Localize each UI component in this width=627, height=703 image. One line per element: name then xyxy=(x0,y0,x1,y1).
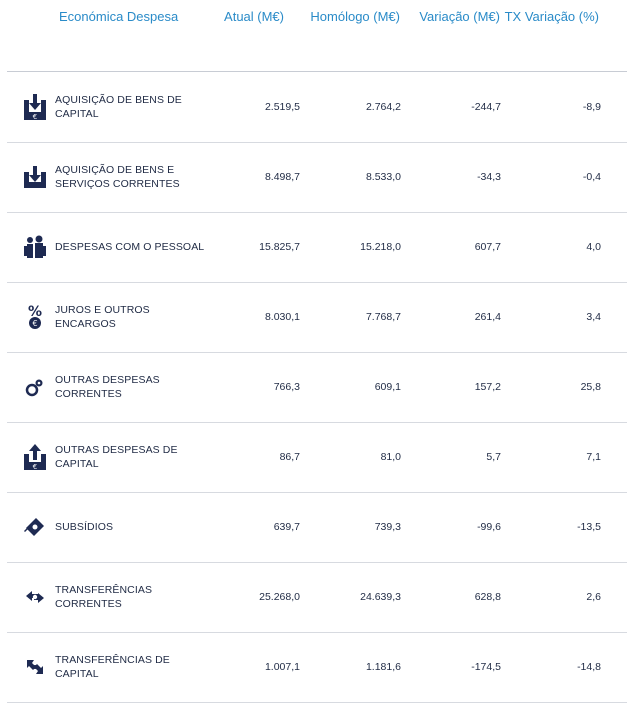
row-label: TRANSFERÊNCIAS DE CAPITAL xyxy=(55,654,170,680)
table-row[interactable]: SUBSÍDIOS 639,7 739,3 -99,6 -13,5 xyxy=(7,492,627,563)
svg-text:€: € xyxy=(32,319,37,328)
table-row[interactable]: AQUISIÇÃO DE BENS E SERVIÇOS CORRENTES 8.… xyxy=(7,142,627,213)
cell-variacao: 628,8 xyxy=(474,591,501,603)
cell-variacao: 607,7 xyxy=(474,241,501,253)
cell-tx-variacao: -0,4 xyxy=(582,171,601,183)
svg-text:€: € xyxy=(33,463,37,470)
table-row[interactable]: TRANSFERÊNCIAS DE CAPITAL 1.007,1 1.181,6 -… xyxy=(7,632,627,703)
cell-variacao: 157,2 xyxy=(474,381,501,393)
header-homologo[interactable]: Homólogo (M€) xyxy=(310,9,400,24)
goods-services-acquisition-icon xyxy=(24,164,46,190)
coins-icon xyxy=(24,374,46,400)
cell-tx-variacao: -8,9 xyxy=(582,101,601,113)
cell-homologo: 2.764,2 xyxy=(365,101,401,113)
cell-tx-variacao: -13,5 xyxy=(577,521,601,533)
cell-homologo: 739,3 xyxy=(374,521,401,533)
cell-atual: 766,3 xyxy=(273,381,300,393)
svg-text:%: % xyxy=(28,304,42,320)
cell-tx-variacao: 3,4 xyxy=(586,311,601,323)
row-label: JUROS E OUTROS ENCARGOS xyxy=(55,304,150,330)
row-label: AQUISIÇÃO DE BENS E SERVIÇOS CORRENTES xyxy=(55,164,180,190)
cell-variacao: -99,6 xyxy=(477,521,501,533)
cell-atual: 2.519,5 xyxy=(264,101,300,113)
cell-atual: 86,7 xyxy=(279,451,300,463)
percent-euro-icon: % € xyxy=(24,304,46,330)
cell-tx-variacao: 25,8 xyxy=(580,381,601,393)
header-economica-despesa[interactable]: Económica Despesa xyxy=(59,9,179,24)
table-row[interactable]: TRANSFERÊNCIAS CORRENTES 25.268,0 24.639,3… xyxy=(7,562,627,633)
cell-tx-variacao: 7,1 xyxy=(586,451,601,463)
row-label: OUTRAS DESPESAS CORRENTES xyxy=(55,374,160,400)
capital-acquisition-icon: € xyxy=(24,94,46,120)
banknotes-icon xyxy=(24,514,46,540)
header-atual[interactable]: Atual (M€) xyxy=(224,9,284,24)
cell-atual: 1.007,1 xyxy=(264,661,300,673)
row-label: TRANSFERÊNCIAS CORRENTES xyxy=(55,584,153,610)
row-label: DESPESAS COM O PESSOAL xyxy=(55,241,205,253)
cell-atual: 8.498,7 xyxy=(264,171,300,183)
cell-variacao: -34,3 xyxy=(477,171,501,183)
cell-homologo: 7.768,7 xyxy=(365,311,401,323)
cell-tx-variacao: 4,0 xyxy=(586,241,601,253)
table-row[interactable]: % € JUROS E OUTROS ENCARGOS 8.030,1 7.768,7 2… xyxy=(7,282,627,353)
cell-atual: 25.268,0 xyxy=(259,591,300,603)
cell-atual: 639,7 xyxy=(273,521,300,533)
current-transfer-icon xyxy=(24,584,46,610)
header-variacao[interactable]: Variação (M€) xyxy=(419,9,500,24)
table-row[interactable]: € OUTRAS DESPESAS DE CAPITAL 86,7 81,0 5,7 7,… xyxy=(7,422,627,493)
cell-atual: 15.825,7 xyxy=(259,241,300,253)
cell-variacao: 5,7 xyxy=(486,451,501,463)
table-row[interactable]: OUTRAS DESPESAS CORRENTES 766,3 609,1 157,2… xyxy=(7,352,627,423)
cell-homologo: 1.181,6 xyxy=(365,661,401,673)
people-icon xyxy=(24,234,46,260)
header-tx-variacao[interactable]: TX Variação (%) xyxy=(504,9,599,24)
svg-text:€: € xyxy=(33,113,37,120)
cell-tx-variacao: 2,6 xyxy=(586,591,601,603)
row-label: OUTRAS DESPESAS DE CAPITAL xyxy=(55,444,178,470)
capital-expense-icon: € xyxy=(24,444,46,470)
header-divider xyxy=(7,71,627,72)
cell-variacao: -174,5 xyxy=(471,661,501,673)
cell-homologo: 15.218,0 xyxy=(360,241,401,253)
table-row[interactable]: DESPESAS COM O PESSOAL 15.825,7 15.218,0 60… xyxy=(7,212,627,283)
cell-variacao: 261,4 xyxy=(474,311,501,323)
cell-homologo: 8.533,0 xyxy=(365,171,401,183)
cell-homologo: 609,1 xyxy=(374,381,401,393)
cell-tx-variacao: -14,8 xyxy=(577,661,601,673)
cell-homologo: 24.639,3 xyxy=(360,591,401,603)
table-row[interactable]: € AQUISIÇÃO DE BENS DE CAPITAL 2.519,5 2.76… xyxy=(7,72,627,143)
table-header: Económica Despesa Atual (M€) Homólogo (M… xyxy=(0,9,627,29)
cell-homologo: 81,0 xyxy=(380,451,401,463)
row-label: SUBSÍDIOS xyxy=(55,521,114,533)
row-label: AQUISIÇÃO DE BENS DE CAPITAL xyxy=(55,94,182,120)
cell-variacao: -244,7 xyxy=(471,101,501,113)
capital-transfer-icon xyxy=(24,654,46,680)
cell-atual: 8.030,1 xyxy=(264,311,300,323)
